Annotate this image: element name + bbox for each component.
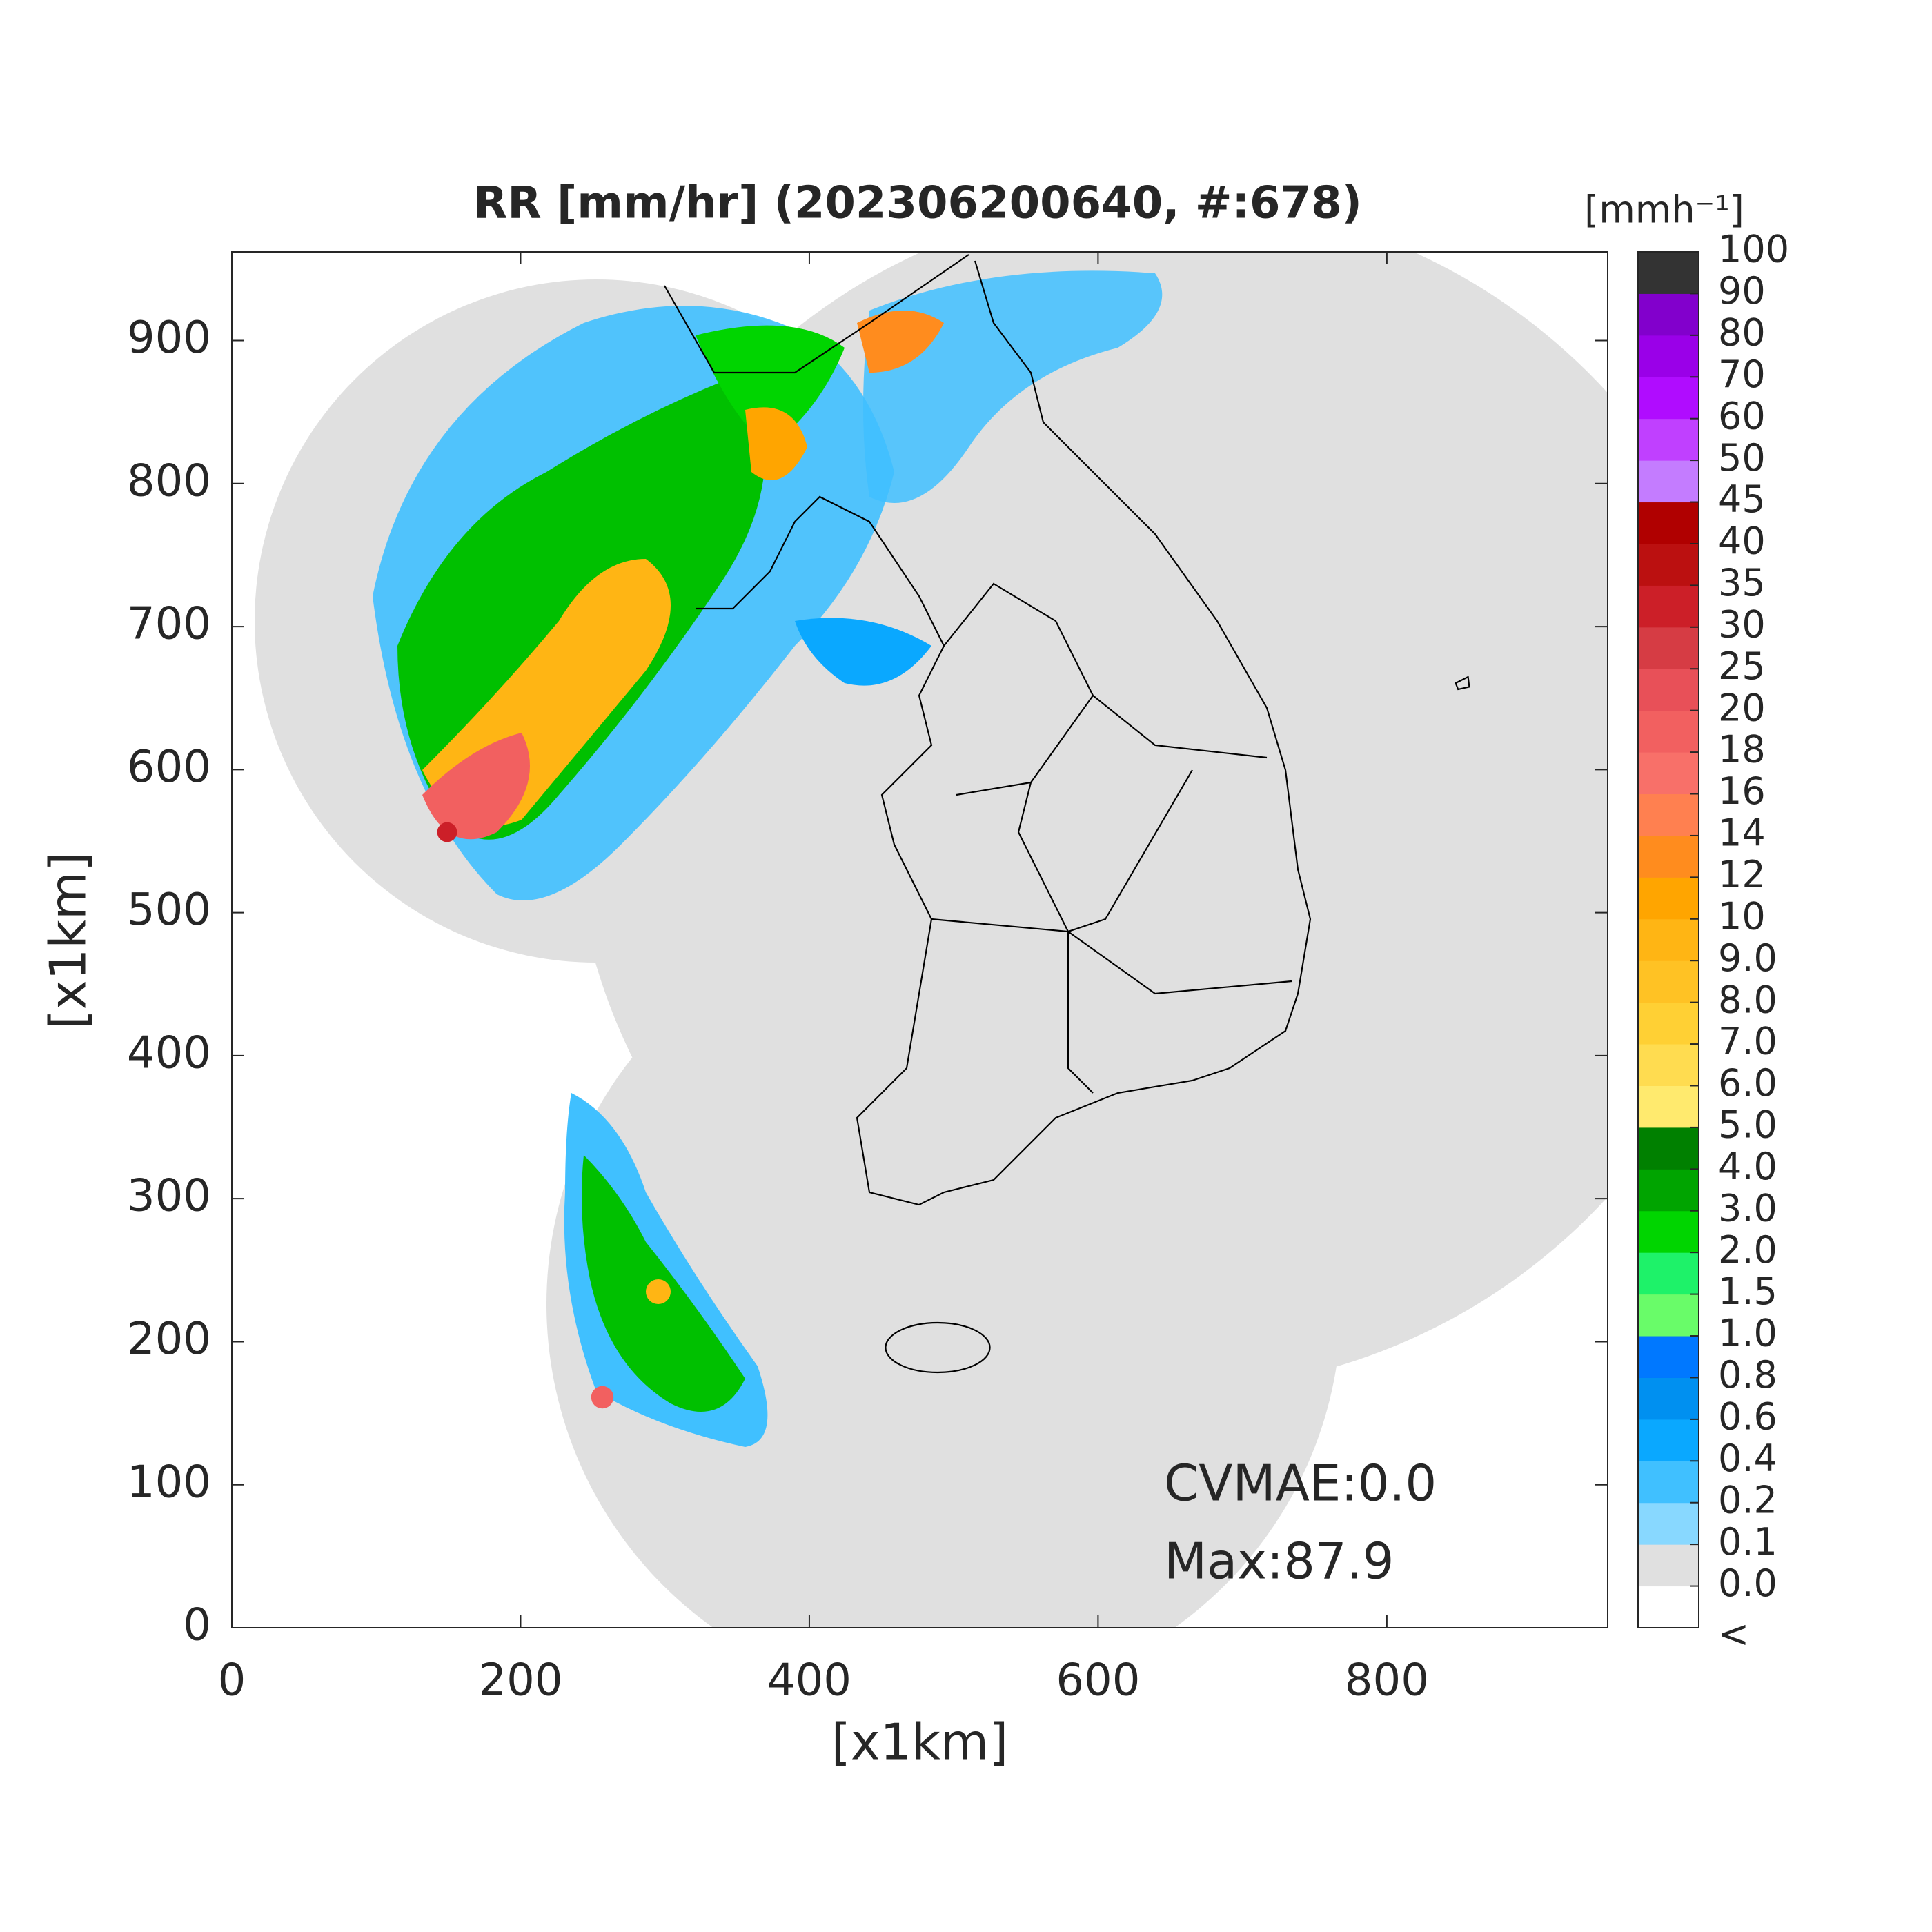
colorbar-label: 3.0 bbox=[1718, 1186, 1777, 1230]
colorbar-segment bbox=[1638, 960, 1699, 1003]
colorbar-label: 18 bbox=[1718, 728, 1766, 771]
colorbar-label: 70 bbox=[1718, 353, 1766, 396]
x-tick-label: 0 bbox=[218, 1655, 246, 1706]
colorbar-frame bbox=[1637, 251, 1699, 1628]
colorbar-label: 4.0 bbox=[1718, 1145, 1777, 1188]
colorbar-label: 0.0 bbox=[1718, 1561, 1777, 1605]
colorbar-segment bbox=[1638, 502, 1699, 544]
colorbar-label: 40 bbox=[1718, 520, 1766, 563]
coastline bbox=[664, 254, 1470, 1374]
colorbar-segment bbox=[1638, 1461, 1699, 1504]
colorbar-segment bbox=[1638, 585, 1699, 628]
colorbar-segment bbox=[1638, 793, 1699, 836]
colorbar-segment bbox=[1638, 1044, 1699, 1086]
colorbar-segment bbox=[1638, 627, 1699, 669]
colorbar-segment bbox=[1638, 710, 1699, 753]
colorbar-label: 6.0 bbox=[1718, 1061, 1777, 1105]
annotation: CVMAE:0.0 bbox=[1164, 1455, 1437, 1512]
colorbar-label: 0.8 bbox=[1718, 1353, 1777, 1397]
y-tick-label: 100 bbox=[127, 1457, 211, 1508]
colorbar-label: 1.5 bbox=[1718, 1270, 1777, 1313]
y-tick-label: 700 bbox=[127, 599, 211, 650]
colorbar-label: 8.0 bbox=[1718, 978, 1777, 1021]
rain-field bbox=[373, 270, 1163, 1447]
colorbar-segment bbox=[1638, 1169, 1699, 1212]
colorbar-label: 90 bbox=[1718, 269, 1766, 313]
colorbar-label: 60 bbox=[1718, 394, 1766, 437]
colorbar-label: 9.0 bbox=[1718, 936, 1777, 980]
colorbar-label: 45 bbox=[1718, 477, 1766, 521]
colorbar-label: 0.2 bbox=[1718, 1478, 1777, 1521]
y-axis-label: [x1km] bbox=[39, 852, 97, 1029]
y-tick-label: 500 bbox=[127, 885, 211, 936]
colorbar-label: 0.4 bbox=[1718, 1437, 1777, 1480]
colorbar-label: 100 bbox=[1718, 228, 1789, 271]
colorbar-label: 1.0 bbox=[1718, 1312, 1777, 1355]
colorbar-segment bbox=[1638, 293, 1699, 336]
x-tick-label: 400 bbox=[767, 1655, 851, 1706]
colorbar-segment bbox=[1638, 1544, 1699, 1587]
colorbar-label: 30 bbox=[1718, 602, 1766, 646]
x-tick-label: 200 bbox=[478, 1655, 562, 1706]
colorbar-label: 0.1 bbox=[1718, 1520, 1777, 1564]
colorbar-segment bbox=[1638, 377, 1699, 420]
plot-frame bbox=[231, 251, 1608, 1628]
colorbar-label: 10 bbox=[1718, 894, 1766, 938]
x-axis-label: [x1km] bbox=[831, 1713, 1008, 1771]
colorbar-segment bbox=[1638, 252, 1699, 294]
colorbar-below-label: < bbox=[1718, 1613, 1749, 1656]
colorbar-label: 0.6 bbox=[1718, 1395, 1777, 1439]
y-tick-label: 800 bbox=[127, 455, 211, 506]
colorbar-title: [mmh⁻¹] bbox=[1584, 188, 1744, 232]
colorbar-segment bbox=[1638, 1127, 1699, 1170]
colorbar-segment bbox=[1638, 335, 1699, 377]
colorbar-label: 2.0 bbox=[1718, 1228, 1777, 1272]
axes: 0 200 400 600 800 0 100 200 300 400 500 600 700 800 90… bbox=[127, 228, 1789, 1706]
colorbar-segment bbox=[1638, 752, 1699, 795]
radar-map bbox=[255, 252, 1608, 1628]
colorbar-segment bbox=[1638, 1336, 1699, 1378]
colorbar-segment bbox=[1638, 1085, 1699, 1128]
y-tick-label: 200 bbox=[127, 1314, 211, 1365]
y-tick-label: 300 bbox=[127, 1171, 211, 1222]
colorbar-segment bbox=[1638, 918, 1699, 961]
colorbar-segment bbox=[1638, 1294, 1699, 1337]
colorbar-segment bbox=[1638, 669, 1699, 711]
y-tick-label: 600 bbox=[127, 742, 211, 793]
y-tick-label: 900 bbox=[127, 313, 211, 364]
colorbar-segment bbox=[1638, 543, 1699, 586]
colorbar-label: 12 bbox=[1718, 853, 1766, 896]
colorbar-segment bbox=[1638, 877, 1699, 920]
annotation: Max:87.9 bbox=[1164, 1532, 1394, 1590]
colorbar-label: 25 bbox=[1718, 644, 1766, 688]
x-tick-label: 600 bbox=[1056, 1655, 1140, 1706]
colorbar-label: 5.0 bbox=[1718, 1103, 1777, 1147]
colorbar-label: 16 bbox=[1718, 769, 1766, 813]
colorbar-segment bbox=[1638, 1586, 1699, 1628]
chart-title: RR [mm/hr] (202306200640, #:678) bbox=[473, 178, 1362, 229]
colorbar-segment bbox=[1638, 1252, 1699, 1295]
colorbar-segment bbox=[1638, 1210, 1699, 1253]
colorbar-label: 20 bbox=[1718, 686, 1766, 729]
colorbar-label: 50 bbox=[1718, 436, 1766, 480]
y-tick-label: 400 bbox=[127, 1027, 211, 1078]
colorbar-segment bbox=[1638, 835, 1699, 878]
x-tick-label: 800 bbox=[1345, 1655, 1429, 1706]
colorbar-segment bbox=[1638, 418, 1699, 461]
colorbar-segment bbox=[1638, 1419, 1699, 1461]
colorbar-segment bbox=[1638, 1502, 1699, 1545]
colorbar-label: 35 bbox=[1718, 561, 1766, 604]
colorbar-segment bbox=[1638, 460, 1699, 503]
colorbar-label: 14 bbox=[1718, 811, 1766, 855]
y-tick-label: 0 bbox=[183, 1600, 211, 1651]
colorbar-label: 7.0 bbox=[1718, 1020, 1777, 1063]
colorbar-segment bbox=[1638, 1002, 1699, 1045]
colorbar-label: 80 bbox=[1718, 310, 1766, 354]
colorbar-segment bbox=[1638, 1377, 1699, 1420]
